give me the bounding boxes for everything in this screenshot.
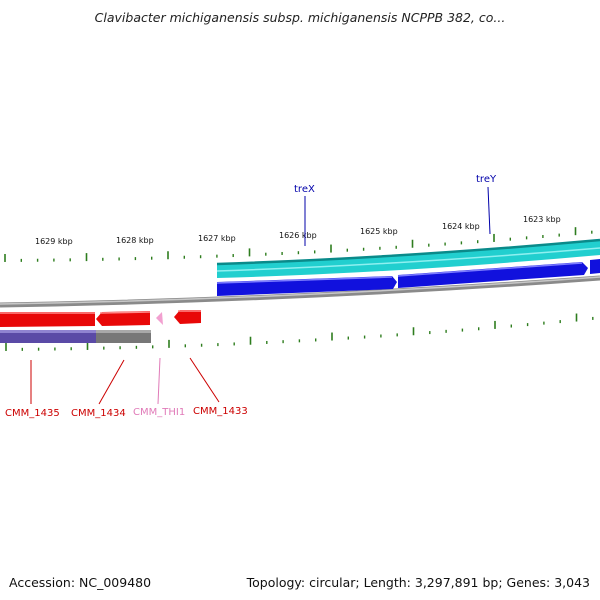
scale-label-1626: 1626 kbp <box>279 231 317 240</box>
treY-leader <box>487 186 491 235</box>
scale-label-1628: 1628 kbp <box>116 236 154 245</box>
label-CMM_1434[interactable]: CMM_1434 <box>71 408 126 419</box>
grey-feature-track[interactable] <box>96 330 151 343</box>
inner-tick-ring <box>5 313 594 351</box>
scale-label-1623: 1623 kbp <box>523 215 561 224</box>
purple-feature-track[interactable] <box>0 330 96 343</box>
CMM_THI1-leader <box>157 357 161 405</box>
scale-label-1624: 1624 kbp <box>442 222 480 231</box>
label-treY[interactable]: treY <box>476 174 497 185</box>
gene-CMM_THI1[interactable] <box>156 312 163 325</box>
gene-CMM_1434[interactable] <box>96 311 150 326</box>
label-CMM_THI1[interactable]: CMM_THI1 <box>133 407 185 418</box>
scale-label-1625: 1625 kbp <box>360 227 398 236</box>
accession-label: Accession: NC_009480 <box>9 575 152 590</box>
label-treX[interactable]: treX <box>294 184 315 195</box>
cyan-feature-track[interactable] <box>217 240 600 278</box>
label-CMM_1433[interactable]: CMM_1433 <box>193 406 248 417</box>
scale-label-1629: 1629 kbp <box>35 237 73 246</box>
genome-summary: Topology: circular; Length: 3,297,891 bp… <box>246 575 590 590</box>
label-CMM_1435[interactable]: CMM_1435 <box>5 408 60 419</box>
genome-backbone <box>0 275 600 308</box>
scale-label-1627: 1627 kbp <box>198 234 236 243</box>
gene-CMM_1433[interactable] <box>174 310 201 324</box>
gene-treY[interactable] <box>398 262 588 288</box>
CMM_1433-leader <box>189 357 220 403</box>
gene-CMM_1435[interactable] <box>0 312 95 327</box>
CMM_1434-leader <box>98 359 125 405</box>
outer-tick-ring <box>4 227 593 262</box>
gene-next[interactable] <box>590 259 600 274</box>
map-title: Clavibacter michiganensis subsp. michiga… <box>94 10 506 25</box>
